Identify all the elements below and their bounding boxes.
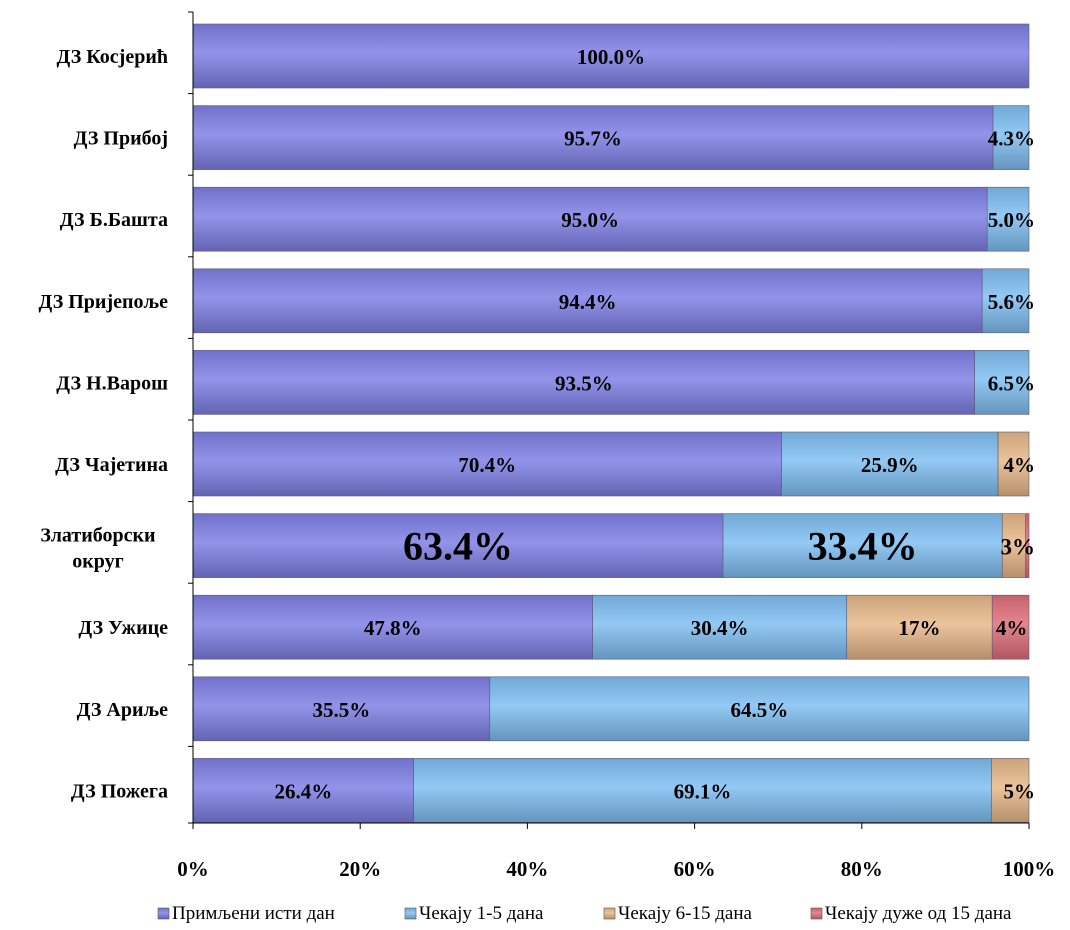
data-label: 4.3% xyxy=(988,127,1035,151)
legend: Примљени исти дан Чекају 1-5 дана Чекају 6… xyxy=(157,903,1012,924)
data-label: 93.5% xyxy=(555,371,613,395)
legend-swatch xyxy=(157,907,170,920)
category-label: ДЗ Пожега xyxy=(71,780,168,802)
bar-segment xyxy=(981,268,1030,334)
bar-segment xyxy=(413,758,992,823)
category-label: ДЗ Пријепоље xyxy=(38,291,168,313)
bars-layer xyxy=(192,23,1030,823)
data-label: 26.4% xyxy=(274,779,332,803)
category-label: ДЗ Н.Варош xyxy=(56,372,168,394)
category-label: ДЗ Б.Башта xyxy=(60,209,168,231)
category-label: ДЗ Ужице xyxy=(78,617,168,639)
data-labels: 100.0% 95.7% 4.3% 95.0% 5.0% 94.4% 5.6% 93.5% 6.… xyxy=(274,45,1035,803)
legend-label: Чекају 1-5 дана xyxy=(419,903,544,924)
bar-segment xyxy=(991,758,1030,823)
data-label: 4% xyxy=(1004,453,1036,477)
legend-swatch xyxy=(404,907,417,920)
axes-layer xyxy=(188,11,1030,829)
data-label: 94.4% xyxy=(559,290,617,314)
bar-segment xyxy=(489,676,1030,742)
data-label: 35.5% xyxy=(313,698,371,722)
data-label: 5.0% xyxy=(988,208,1035,232)
data-label: 95.0% xyxy=(561,208,619,232)
bar-segment xyxy=(592,594,848,660)
data-label: 100.0% xyxy=(577,45,645,69)
data-label: 63.4% xyxy=(403,524,513,569)
data-label: 95.7% xyxy=(564,127,622,151)
legend-swatch xyxy=(810,907,823,920)
data-label: 33.4% xyxy=(808,524,918,569)
category-label: ДЗ Ариље xyxy=(77,699,169,721)
bar-segment xyxy=(846,594,993,660)
x-tick-label: 20% xyxy=(339,857,381,881)
data-label: 5% xyxy=(1004,779,1036,803)
bar-segment xyxy=(192,676,491,742)
data-label: 4% xyxy=(996,616,1028,640)
x-tick-label: 100% xyxy=(1003,857,1056,881)
data-label: 69.1% xyxy=(674,779,732,803)
bar-segment xyxy=(192,431,782,497)
category-label: ДЗ Прибој xyxy=(74,128,168,150)
data-label: 5.6% xyxy=(988,290,1035,314)
data-label: 25.9% xyxy=(861,453,919,477)
bar-segment xyxy=(991,594,1030,660)
data-label: 70.4% xyxy=(458,453,516,477)
bar-segment xyxy=(986,186,1030,252)
bar-segment xyxy=(192,268,983,334)
x-tick-label: 0% xyxy=(177,857,209,881)
x-tick-label: 60% xyxy=(674,857,716,881)
bar-segment xyxy=(1025,513,1030,578)
x-tick-label: 80% xyxy=(841,857,883,881)
bar-segment xyxy=(992,105,1030,170)
category-label: ДЗ Чајетина xyxy=(55,454,168,476)
bar-segment xyxy=(192,105,994,170)
data-label: 64.5% xyxy=(731,698,789,722)
bar-segment xyxy=(192,23,1030,89)
bar-segment xyxy=(192,594,593,660)
data-label: 30.4% xyxy=(691,616,749,640)
bar-segment xyxy=(192,513,724,578)
bar-segment xyxy=(192,186,988,252)
x-tick-label: 40% xyxy=(506,857,548,881)
category-label: Златиборски xyxy=(40,525,155,547)
bar-segment xyxy=(997,431,1030,497)
bar-segment xyxy=(974,350,1030,415)
bar-segment xyxy=(722,513,1003,578)
legend-label: Примљени исти дан xyxy=(172,903,335,924)
data-label: 6.5% xyxy=(988,371,1035,395)
data-label: 17% xyxy=(898,616,940,640)
data-label: 47.8% xyxy=(364,616,422,640)
bar-segment xyxy=(192,350,975,415)
data-label: 3% xyxy=(1001,535,1036,560)
x-tick-labels: 0% 20% 40% 60% 80% 100% xyxy=(177,857,1055,881)
category-label: ДЗ Косјерић xyxy=(56,46,168,68)
legend-label: Чекају 6-15 дана xyxy=(618,903,753,924)
legend-swatch xyxy=(603,907,616,920)
legend-label: Чекају дуже од 15 дана xyxy=(825,903,1012,924)
category-label: округ xyxy=(72,551,123,573)
category-labels: ДЗ Косјерић ДЗ Прибој ДЗ Б.Башта ДЗ Пријепо… xyxy=(38,46,168,802)
